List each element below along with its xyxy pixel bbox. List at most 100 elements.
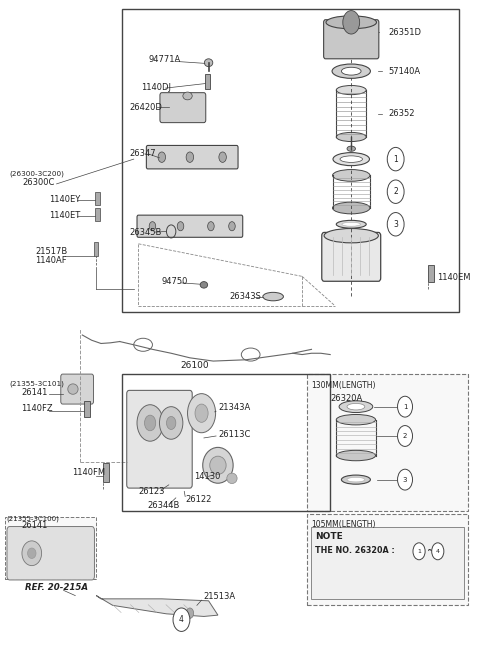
Text: 105MM(LENGTH): 105MM(LENGTH) [312, 520, 376, 529]
Circle shape [186, 152, 193, 162]
Ellipse shape [341, 475, 371, 484]
Ellipse shape [336, 415, 375, 425]
FancyBboxPatch shape [324, 20, 379, 59]
Circle shape [397, 469, 412, 490]
Circle shape [219, 152, 227, 162]
Text: 1140AF: 1140AF [36, 256, 67, 265]
Text: 26352: 26352 [389, 109, 415, 118]
Text: 14130: 14130 [194, 472, 221, 481]
Circle shape [149, 221, 156, 231]
Text: 21343A: 21343A [218, 403, 250, 413]
Ellipse shape [204, 59, 213, 66]
Text: 26123: 26123 [138, 487, 165, 496]
Ellipse shape [336, 85, 366, 95]
Text: REF. 20-215A: REF. 20-215A [25, 583, 88, 593]
Text: 94750: 94750 [162, 277, 188, 286]
Circle shape [228, 221, 235, 231]
Text: 26351D: 26351D [389, 28, 421, 37]
FancyBboxPatch shape [146, 145, 238, 169]
Ellipse shape [68, 384, 78, 394]
Circle shape [432, 543, 444, 560]
Ellipse shape [333, 202, 370, 214]
Text: 26320A: 26320A [330, 394, 362, 403]
Text: 26141: 26141 [22, 522, 48, 530]
Text: 21513A: 21513A [203, 593, 235, 601]
Bar [205, 74, 210, 89]
Ellipse shape [342, 222, 360, 226]
Circle shape [208, 221, 214, 231]
Ellipse shape [326, 16, 376, 29]
Bar [122, 374, 330, 511]
Ellipse shape [341, 67, 361, 75]
Text: (26300-3C200): (26300-3C200) [10, 170, 65, 177]
Circle shape [397, 426, 412, 446]
Circle shape [158, 152, 166, 162]
Ellipse shape [336, 450, 375, 461]
Text: NOTE: NOTE [315, 532, 343, 541]
Text: 26100: 26100 [180, 361, 209, 370]
Text: 4: 4 [436, 549, 440, 554]
Bar [307, 514, 468, 605]
Text: 26113C: 26113C [218, 430, 250, 438]
Bar [5, 518, 96, 579]
Bar [84, 401, 90, 417]
Circle shape [397, 396, 412, 417]
Text: 1: 1 [417, 549, 421, 554]
Bar [122, 9, 459, 312]
FancyBboxPatch shape [127, 390, 192, 488]
Ellipse shape [347, 146, 356, 151]
Text: 26347: 26347 [129, 149, 156, 158]
Ellipse shape [333, 152, 370, 166]
Text: 3: 3 [393, 220, 398, 229]
Circle shape [186, 608, 193, 618]
Ellipse shape [332, 64, 371, 78]
Text: 1140ET: 1140ET [49, 212, 81, 220]
Ellipse shape [347, 478, 365, 482]
Circle shape [188, 394, 216, 433]
Text: 26122: 26122 [185, 495, 212, 505]
Text: 26345B: 26345B [129, 227, 161, 237]
Text: 4: 4 [179, 615, 184, 624]
Circle shape [387, 213, 404, 236]
FancyBboxPatch shape [7, 526, 95, 580]
Circle shape [413, 543, 425, 560]
Text: 26343S: 26343S [229, 292, 262, 301]
Ellipse shape [324, 229, 378, 243]
Bar [96, 208, 100, 221]
Ellipse shape [183, 92, 192, 100]
Text: 21517B: 21517B [36, 247, 68, 256]
FancyBboxPatch shape [322, 233, 381, 281]
Bar [94, 242, 98, 256]
Circle shape [177, 221, 184, 231]
Text: 1140FM: 1140FM [72, 468, 105, 477]
Text: 1140EM: 1140EM [437, 273, 470, 283]
Bar [311, 527, 465, 599]
Text: 130MM(LENGTH): 130MM(LENGTH) [312, 382, 376, 390]
Ellipse shape [340, 156, 362, 162]
Text: 26420D: 26420D [129, 102, 162, 112]
Ellipse shape [200, 282, 208, 288]
Circle shape [159, 407, 183, 440]
Circle shape [387, 180, 404, 204]
FancyBboxPatch shape [137, 215, 243, 237]
Ellipse shape [336, 133, 366, 141]
FancyBboxPatch shape [160, 93, 206, 123]
Circle shape [167, 417, 176, 430]
Text: 1140EY: 1140EY [49, 195, 81, 204]
Bar [429, 265, 434, 282]
Ellipse shape [27, 548, 36, 558]
Text: 57140A: 57140A [389, 66, 421, 76]
Ellipse shape [203, 447, 233, 483]
Text: 26141: 26141 [22, 388, 48, 397]
Circle shape [387, 147, 404, 171]
Text: 1140DJ: 1140DJ [141, 83, 171, 92]
Ellipse shape [336, 220, 366, 228]
Text: 2: 2 [393, 187, 398, 196]
Text: 1: 1 [393, 154, 398, 164]
Text: 26300C: 26300C [23, 178, 55, 187]
Text: 1140FZ: 1140FZ [22, 404, 53, 413]
Text: 94771A: 94771A [149, 55, 181, 64]
Circle shape [144, 415, 156, 431]
Text: THE NO. 26320A :: THE NO. 26320A : [315, 546, 398, 555]
Text: 2: 2 [403, 433, 407, 439]
